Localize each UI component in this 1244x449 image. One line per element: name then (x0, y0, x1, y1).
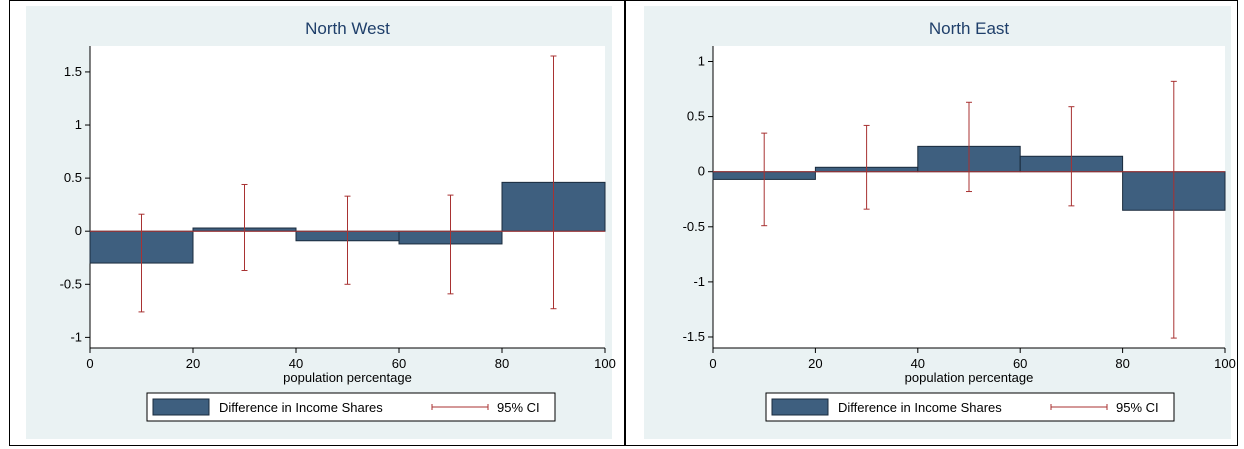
x-tick-label: 100 (1214, 356, 1236, 371)
chart-panel-north-east: North East population percentage Differe… (644, 6, 1236, 439)
chart-legend: Difference in Income Shares 95% CI (146, 392, 556, 422)
x-tick-label: 40 (289, 356, 303, 371)
legend-label-bars: Difference in Income Shares (219, 400, 383, 415)
chart-north-east: North East population percentage Differe… (683, 19, 1236, 422)
legend-swatch-bars (771, 398, 829, 416)
x-axis-label: population percentage (905, 370, 1034, 385)
y-tick-label: 0 (75, 223, 82, 238)
x-tick-label: 20 (808, 356, 822, 371)
x-tick-label: 60 (392, 356, 406, 371)
x-tick-label: 20 (186, 356, 200, 371)
x-tick-label: 0 (709, 356, 716, 371)
chart-title: North East (929, 19, 1010, 38)
x-tick-label: 80 (1115, 356, 1129, 371)
chart-legend: Difference in Income Shares 95% CI (765, 392, 1175, 422)
y-tick-label: 0.5 (687, 109, 705, 124)
x-tick-label: 100 (594, 356, 616, 371)
y-tick-label: 0.5 (64, 170, 82, 185)
y-tick-label: -1 (70, 329, 82, 344)
y-tick-label: -1.5 (683, 329, 705, 344)
legend-label-ci: 95% CI (1116, 400, 1159, 415)
x-tick-label: 80 (495, 356, 509, 371)
y-tick-label: 0 (698, 164, 705, 179)
y-tick-label: 1.5 (64, 64, 82, 79)
y-tick-label: -1 (693, 274, 705, 289)
y-tick-label: -0.5 (60, 276, 82, 291)
legend-swatch-bars (152, 398, 210, 416)
panel-divider (624, 0, 626, 446)
x-tick-label: 40 (911, 356, 925, 371)
y-tick-label: -0.5 (683, 219, 705, 234)
y-tick-label: 1 (75, 117, 82, 132)
x-tick-label: 60 (1013, 356, 1027, 371)
x-axis-label: population percentage (283, 370, 412, 385)
chart-north-west: North West population percentage Differe… (60, 19, 616, 422)
chart-panel-north-west: North West population percentage Differe… (26, 6, 616, 439)
x-tick-label: 0 (86, 356, 93, 371)
y-tick-label: 1 (698, 54, 705, 69)
legend-label-ci: 95% CI (497, 400, 540, 415)
legend-label-bars: Difference in Income Shares (838, 400, 1002, 415)
chart-title: North West (305, 19, 390, 38)
